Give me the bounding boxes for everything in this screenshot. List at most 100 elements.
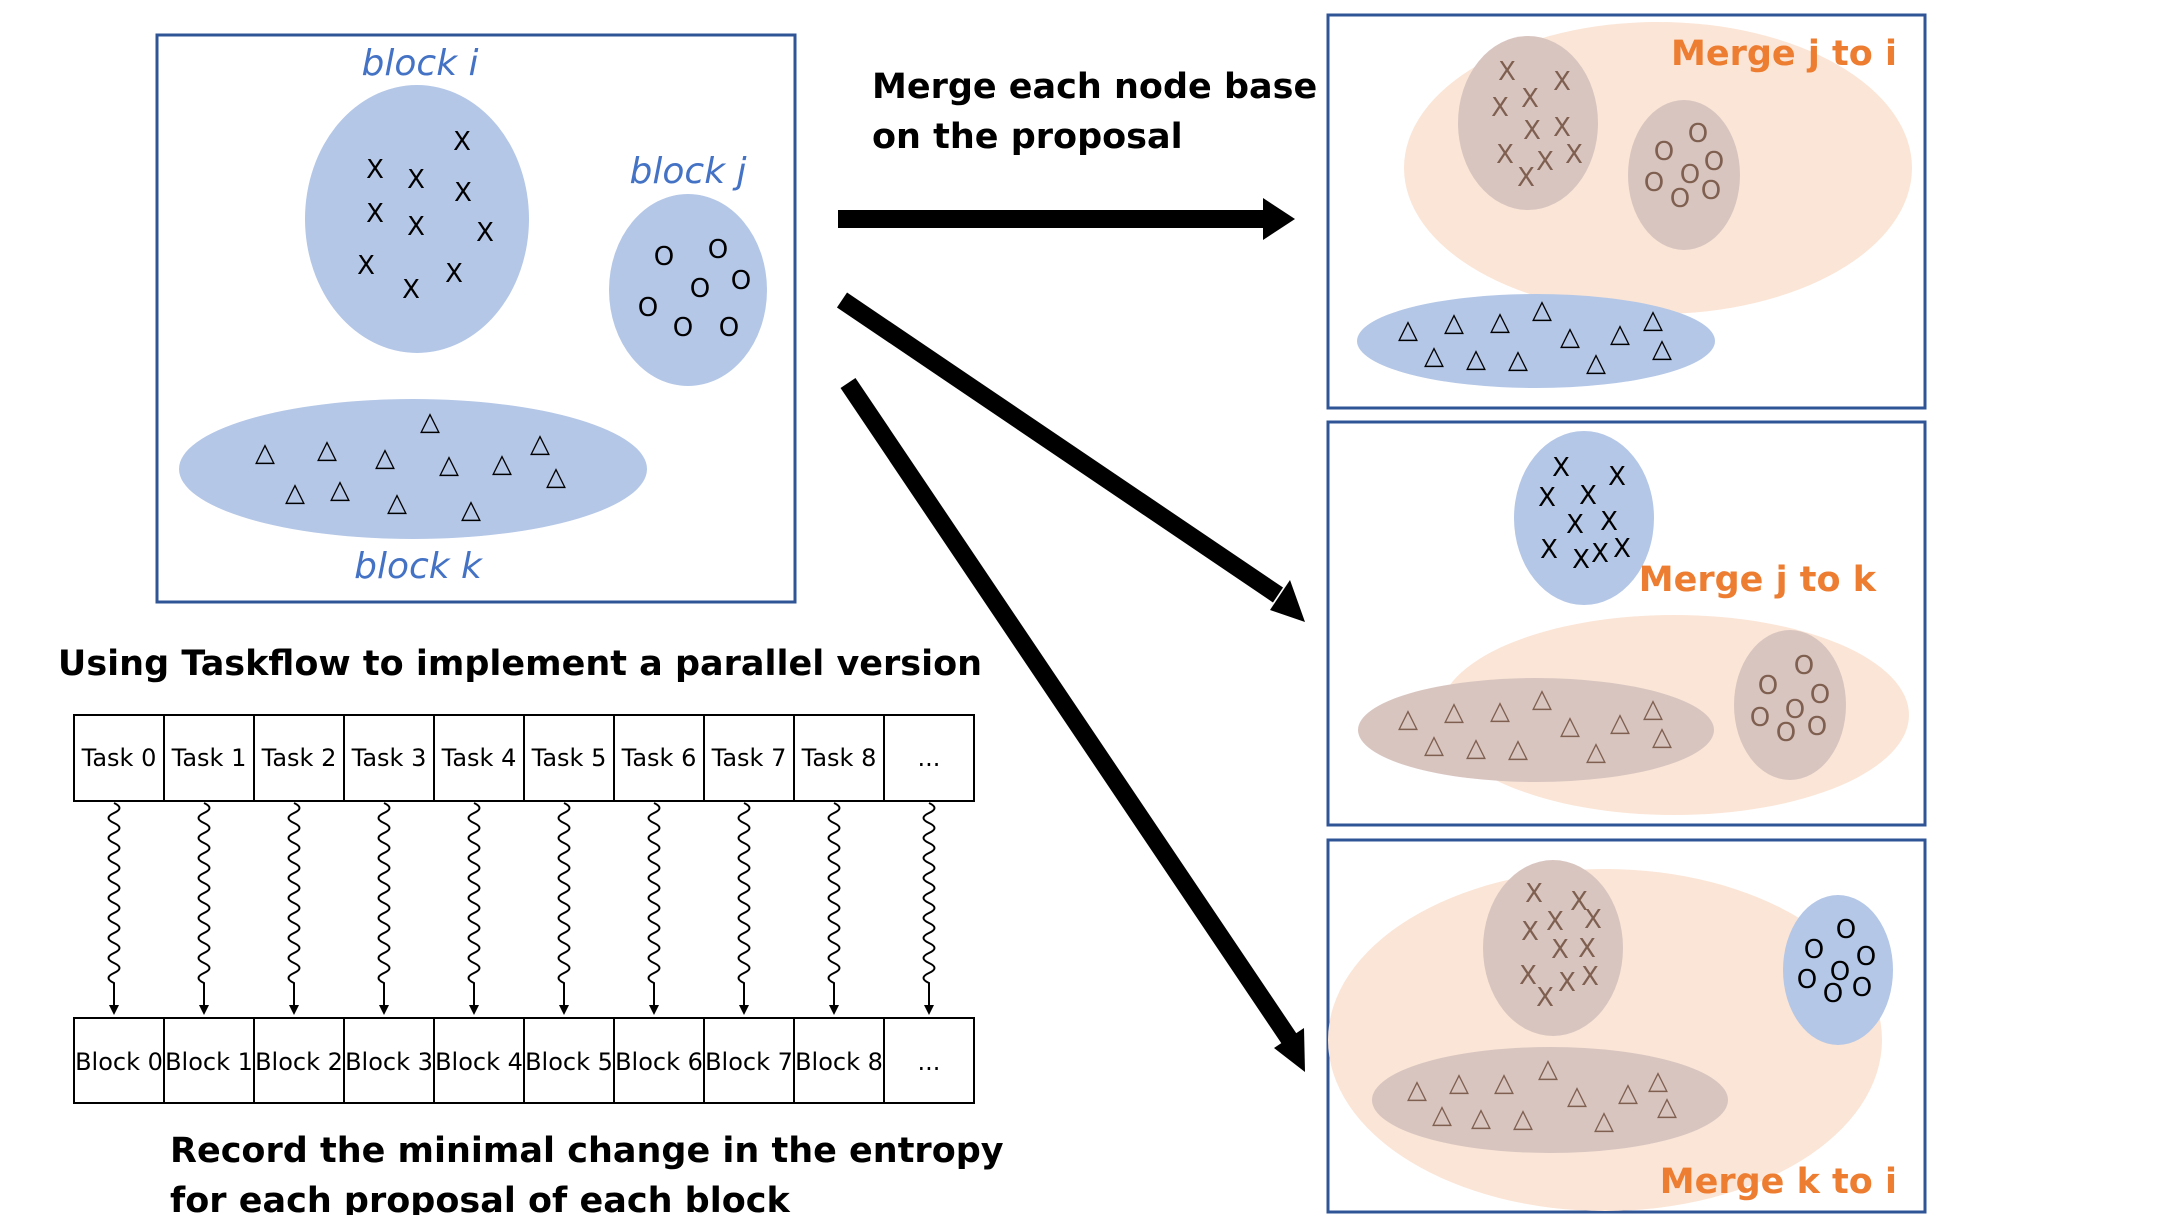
triangle-mark: △	[1643, 305, 1663, 335]
cross-mark: X	[1558, 968, 1576, 998]
cross-mark: X	[1523, 116, 1541, 146]
cross-mark: X	[1572, 545, 1590, 575]
cross-mark: X	[1566, 510, 1584, 540]
block-cell-label: Block 8	[795, 1048, 883, 1076]
separate-block-j-3	[1783, 895, 1893, 1045]
task-to-block-arrows	[107, 802, 936, 1015]
arrow-to-merge-k-to-i	[840, 377, 1305, 1072]
triangle-mark: △	[1424, 730, 1444, 760]
proposal-caption-line-2: on the proposal	[872, 117, 1183, 157]
block-cell-label: Block 2	[255, 1048, 343, 1076]
block-cell-label: Block 5	[525, 1048, 613, 1076]
block-cell-label: Block 3	[345, 1048, 433, 1076]
merged-triangle-marks: △△ △ △△ △ △ △△ △ △ △	[1398, 684, 1672, 767]
cross-mark: X	[1600, 507, 1618, 537]
wavy-arrow	[827, 802, 841, 1015]
cross-mark: X	[1608, 462, 1626, 492]
block-k-triangle-marks-panel-1: △△ △ △△ △ △ △△ △ △ △	[1398, 295, 1672, 378]
cross-mark: X	[1613, 534, 1631, 564]
cross-mark: X	[1496, 140, 1514, 170]
circle-mark: O	[1688, 119, 1708, 149]
task-cell-label: ...	[918, 744, 941, 772]
cross-mark: X	[407, 212, 425, 242]
wavy-arrow	[107, 802, 121, 1015]
merge-panel-3-label: Merge k to i	[1660, 1162, 1897, 1202]
merged-inner-j-2	[1734, 630, 1846, 780]
cross-mark: X	[1591, 539, 1609, 569]
taskflow-heading: Using Taskflow to implement a parallel v…	[58, 644, 982, 684]
merged-inner-i-3	[1483, 860, 1623, 1036]
cross-mark: X	[407, 165, 425, 195]
triangle-mark: △	[1567, 1081, 1587, 1111]
merged-circle-marks-panel-2: OO OOO O O	[1750, 651, 1830, 748]
cross-mark: X	[1570, 887, 1588, 917]
block-cell-label: Block 0	[75, 1048, 163, 1076]
circle-mark: O	[1794, 651, 1814, 681]
cross-mark: X	[1553, 67, 1571, 97]
separate-block-k-1	[1357, 294, 1715, 388]
cross-mark: X	[1519, 961, 1537, 991]
wavy-arrow	[197, 802, 211, 1015]
circle-mark: O	[638, 293, 658, 323]
triangle-mark: △	[330, 475, 350, 505]
cross-mark: X	[1498, 57, 1516, 87]
circle-mark: O	[690, 274, 710, 304]
cross-mark: X	[1581, 962, 1599, 992]
wavy-arrow	[287, 802, 301, 1015]
cross-mark: X	[357, 251, 375, 281]
task-cell-label: Task 0	[81, 744, 157, 772]
circle-mark: O	[1836, 915, 1856, 945]
triangle-mark: △	[1652, 722, 1672, 752]
circle-mark: O	[1823, 979, 1843, 1009]
task-cell-label: Task 6	[621, 744, 697, 772]
cross-mark: X	[1551, 935, 1569, 965]
circle-mark: O	[1856, 942, 1876, 972]
cross-mark: X	[445, 259, 463, 289]
triangle-mark: △	[1466, 733, 1486, 763]
circle-mark: O	[1807, 712, 1827, 742]
merged-triangle-marks-panel-3: △△ △ △△ △ △ △△ △ △ △	[1407, 1054, 1677, 1136]
triangle-mark: △	[530, 429, 550, 459]
circle-mark: O	[731, 266, 751, 296]
circle-mark: O	[1750, 703, 1770, 733]
wavy-arrow	[922, 802, 936, 1015]
circle-mark: O	[1644, 168, 1664, 198]
block-i-label: block i	[362, 43, 479, 84]
triangle-mark: △	[375, 443, 395, 473]
block-j-circle-marks: O OO OOO O	[638, 235, 751, 343]
cross-mark: X	[1536, 147, 1554, 177]
circle-mark: O	[708, 235, 728, 265]
circle-mark: O	[1810, 680, 1830, 710]
triangle-mark: △	[1444, 308, 1464, 338]
triangle-mark: △	[387, 488, 407, 518]
triangle-mark: △	[1538, 1054, 1558, 1084]
cross-mark: X	[1540, 535, 1558, 565]
triangle-mark: △	[1532, 295, 1552, 325]
triangle-mark: △	[1643, 694, 1663, 724]
triangle-mark: △	[1610, 708, 1630, 738]
wavy-arrow	[467, 802, 481, 1015]
arrow-to-merge-j-to-i	[838, 198, 1295, 240]
triangle-mark: △	[1398, 704, 1418, 734]
merge-panel-k-to-i: Merge k to i X XXX XX XX X XX △△ △ △△ △ △ △△ △ △ △ OO…	[1326, 838, 1927, 1214]
circle-mark: O	[1852, 973, 1872, 1003]
triangle-mark: △	[255, 438, 275, 468]
block-j-label: block j	[630, 151, 747, 192]
cross-mark: X	[402, 275, 420, 305]
cross-mark: X	[1579, 481, 1597, 511]
task-cell-label: Task 3	[351, 744, 427, 772]
circle-mark: O	[1670, 184, 1690, 214]
circle-mark: O	[1776, 718, 1796, 748]
task-cell-label: Task 1	[171, 744, 247, 772]
taskflow-footer-line-2: for each proposal of each block	[170, 1181, 791, 1215]
cross-mark: X	[1538, 483, 1556, 513]
triangle-mark: △	[1652, 334, 1672, 364]
merged-inner-j	[1628, 100, 1740, 250]
task-cell-label: Task 7	[711, 744, 787, 772]
cross-mark: X	[366, 199, 384, 229]
block-j-circle-marks-panel-3: OO OOO O O	[1797, 915, 1876, 1009]
